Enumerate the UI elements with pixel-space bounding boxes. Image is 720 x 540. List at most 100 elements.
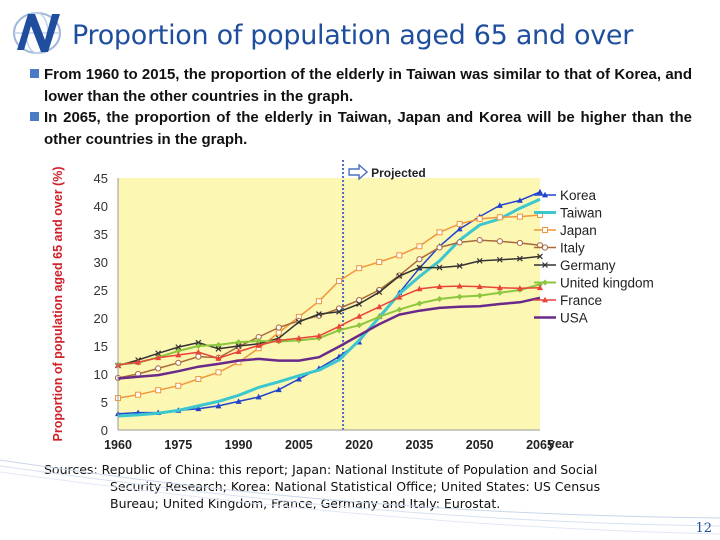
data-point <box>215 402 222 409</box>
data-point <box>542 296 548 303</box>
data-point <box>215 341 222 348</box>
data-point <box>496 284 503 291</box>
x-tick-label: 2005 <box>285 438 313 452</box>
data-point <box>496 202 503 208</box>
data-point <box>516 197 523 203</box>
series-line <box>117 239 541 379</box>
legend-label: Germany <box>560 258 616 273</box>
data-point <box>456 225 463 232</box>
x-tick-label: 1960 <box>104 438 132 452</box>
data-point <box>356 301 363 307</box>
data-point <box>456 262 463 269</box>
data-point <box>195 339 202 346</box>
data-point <box>396 294 403 300</box>
bullet-item: From 1960 to 2015, the proportion of the… <box>30 64 692 107</box>
data-point <box>315 332 322 339</box>
data-point <box>376 313 383 320</box>
data-point <box>476 292 483 299</box>
data-point <box>195 348 202 355</box>
x-tick-label: 1990 <box>225 438 253 452</box>
legend-label: USA <box>560 311 588 326</box>
data-point <box>215 355 222 361</box>
legend-item: United kingdom <box>534 276 654 291</box>
x-tick-label: 2035 <box>406 438 434 452</box>
data-point <box>135 391 142 398</box>
data-point <box>235 343 242 349</box>
data-point <box>516 255 523 262</box>
data-point <box>416 243 423 250</box>
slide-title: Proportion of population aged 65 and ove… <box>72 20 634 51</box>
legend-item: France <box>534 293 602 308</box>
data-point <box>155 387 162 394</box>
data-point <box>316 311 322 318</box>
y-tick-label: 0 <box>101 423 108 438</box>
data-point <box>476 257 483 264</box>
bullet-item: In 2065, the proportion of the elderly i… <box>30 107 692 150</box>
data-point <box>356 313 363 319</box>
data-point <box>396 306 403 313</box>
data-point <box>436 295 443 302</box>
globe-logo-icon <box>13 12 61 54</box>
data-point <box>336 308 342 315</box>
data-point <box>436 229 443 236</box>
data-point <box>376 259 383 265</box>
legend-item: Taiwan <box>534 206 602 221</box>
data-point <box>456 220 463 227</box>
data-point <box>336 278 343 285</box>
data-point <box>195 376 202 383</box>
data-point <box>542 262 548 268</box>
series-united-kingdom <box>115 281 543 368</box>
data-point <box>516 285 523 291</box>
data-point <box>416 264 423 271</box>
series-line <box>117 285 541 366</box>
data-point <box>235 348 242 354</box>
data-point <box>215 345 222 352</box>
data-point <box>275 329 282 336</box>
data-point <box>175 351 182 358</box>
data-point <box>235 398 242 404</box>
data-point <box>155 365 162 372</box>
legend-label: Korea <box>560 188 597 203</box>
projected-annotation: Projected <box>371 166 426 180</box>
projected-arrow-icon <box>348 163 369 181</box>
data-point <box>275 337 282 343</box>
data-point <box>356 322 363 329</box>
data-point <box>155 350 162 357</box>
data-point <box>295 318 302 325</box>
square-bullet-icon <box>30 112 39 121</box>
data-point <box>436 264 443 271</box>
data-point <box>336 327 343 334</box>
y-tick-label: 5 <box>101 395 108 410</box>
data-point <box>496 214 503 221</box>
data-point <box>255 393 262 400</box>
legend-item: Italy <box>534 241 585 256</box>
data-point <box>195 353 202 360</box>
data-point <box>255 342 262 348</box>
y-tick-label: 10 <box>94 367 108 382</box>
bullet-text: From 1960 to 2015, the proportion of the… <box>44 66 692 105</box>
y-axis-label: Proportion of population aged 65 and ove… <box>51 166 65 441</box>
series-line <box>117 296 541 380</box>
data-point <box>496 256 503 263</box>
data-point <box>215 369 222 376</box>
y-tick-label: 30 <box>94 255 108 270</box>
data-point <box>537 281 543 288</box>
data-point <box>496 289 503 296</box>
data-point <box>542 191 548 198</box>
y-tick-label: 35 <box>94 227 108 242</box>
data-point <box>315 298 322 305</box>
data-point <box>175 348 182 355</box>
data-point <box>396 252 403 259</box>
y-tick-label: 20 <box>94 311 108 326</box>
data-point <box>376 303 383 310</box>
data-point <box>537 188 543 195</box>
data-point <box>175 359 182 366</box>
data-point <box>295 334 302 341</box>
data-point <box>542 227 548 233</box>
data-point <box>537 253 543 260</box>
data-point <box>516 239 524 247</box>
series-line <box>117 197 541 418</box>
sources-line: Sources: Republic of China: this report;… <box>44 462 598 477</box>
data-point <box>275 386 282 393</box>
data-point <box>275 324 282 331</box>
